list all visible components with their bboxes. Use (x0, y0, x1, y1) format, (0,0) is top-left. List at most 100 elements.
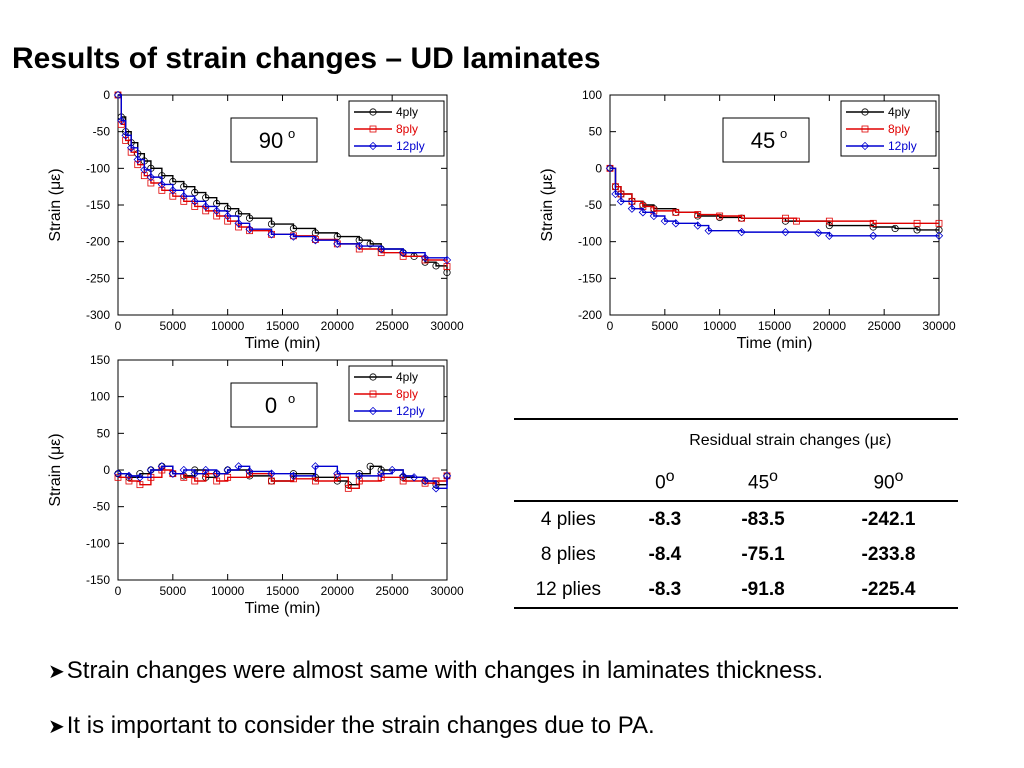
x-tick-label: 5000 (159, 319, 186, 333)
x-tick-label: 0 (115, 584, 122, 598)
x-tick-label: 10000 (211, 319, 245, 333)
x-axis-label: Time (min) (245, 600, 321, 617)
table-cell: -225.4 (818, 572, 958, 609)
x-tick-label: 30000 (922, 319, 956, 333)
data-point (121, 131, 130, 140)
series-line-12ply (610, 167, 939, 237)
chart-0-degree: 0 5000 10000 15000 20000 25000 30000150100500-… (47, 353, 464, 617)
series-line-12ply (118, 465, 448, 490)
table-caption: Residual strain changes (με) (622, 418, 958, 462)
data-point (737, 227, 746, 237)
data-point (672, 208, 680, 216)
x-tick-label: 15000 (266, 319, 300, 333)
data-point (146, 465, 156, 475)
legend-label: 4ply (888, 105, 910, 119)
data-point (627, 204, 637, 213)
chart-90-degree: 0 5000 10000 15000 20000 25000 30000 0 -50 -100 -1… (47, 88, 464, 352)
data-point (860, 141, 870, 151)
angle-tag-box (230, 382, 318, 428)
data-point (223, 465, 232, 475)
x-tick-label: 5000 (159, 584, 186, 598)
table-corner (514, 418, 623, 462)
data-point (134, 161, 142, 169)
data-point (935, 226, 943, 234)
data-point (369, 108, 377, 116)
data-point (694, 211, 702, 218)
data-point (311, 236, 320, 245)
data-point (191, 477, 199, 485)
data-point (793, 217, 800, 225)
data-point (135, 473, 145, 482)
y-tick-label: 100 (90, 390, 110, 404)
x-tick-label: 20000 (813, 319, 847, 333)
data-point (388, 465, 397, 475)
data-point (704, 226, 713, 235)
data-point (825, 221, 833, 230)
data-point (289, 471, 298, 481)
data-point (267, 230, 276, 239)
x-tick-label: 15000 (266, 584, 300, 598)
angle-tag-degree: o (780, 126, 787, 141)
data-point (369, 125, 377, 133)
data-point (355, 471, 364, 481)
data-point (126, 143, 136, 152)
data-point (869, 231, 878, 240)
data-point (140, 172, 148, 180)
data-point (913, 219, 921, 227)
data-point (113, 90, 123, 100)
x-axis-label: Time (min) (737, 335, 813, 352)
data-point (861, 108, 869, 116)
y-tick-label: 0 (103, 463, 110, 477)
data-point (369, 390, 377, 398)
data-point (245, 225, 254, 234)
data-point (671, 219, 680, 228)
x-tick-label: 25000 (375, 319, 409, 333)
data-point (333, 239, 342, 249)
data-point (432, 262, 440, 270)
x-tick-label: 0 (607, 319, 614, 333)
table-cell: -8.4 (648, 543, 682, 565)
data-point (369, 373, 377, 381)
row-label: 12 plies (514, 572, 623, 609)
x-tick-label: 30000 (430, 319, 464, 333)
y-axis-label: Strain (με) (47, 433, 64, 506)
angle-tag-label: 90 (259, 128, 283, 153)
table-corner-2 (514, 462, 623, 502)
data-point (168, 186, 177, 195)
data-point (125, 477, 133, 485)
legend: 4ply 8ply 12ply (840, 100, 937, 157)
x-axis-label: Time (min) (245, 335, 321, 352)
data-point (616, 197, 626, 206)
data-point (245, 467, 254, 476)
data-point (935, 219, 943, 227)
data-point (180, 197, 188, 205)
legend-label: 4ply (396, 370, 418, 384)
angle-tag: 45 o (722, 117, 810, 163)
y-axis-label: Strain (με) (539, 168, 556, 241)
data-point (660, 216, 669, 226)
data-point (267, 469, 276, 478)
column-header: 45o (707, 462, 819, 502)
bullet-text: It is important to consider the strain c… (66, 712, 655, 739)
legend: 4ply 8ply 12ply (348, 100, 445, 157)
data-point (934, 231, 944, 240)
y-tick-label: -200 (578, 308, 602, 322)
data-point (605, 164, 615, 173)
residual-strain-table: Residual strain changes (με) 0o 45o 90o … (514, 418, 958, 609)
data-point (311, 462, 320, 471)
data-point (311, 477, 319, 485)
series-line-12ply (118, 94, 448, 260)
y-tick-label: -50 (585, 198, 603, 212)
data-point (124, 471, 134, 481)
data-point (113, 469, 123, 478)
table-cell: -233.8 (861, 543, 916, 565)
y-tick-label: -150 (86, 573, 110, 587)
angle-tag-degree: o (288, 391, 295, 406)
data-point (366, 240, 374, 248)
data-point (825, 217, 833, 225)
legend-label: 8ply (888, 122, 910, 136)
y-tick-label: -300 (86, 308, 110, 322)
data-point (716, 212, 724, 220)
series-line-4ply (118, 465, 448, 486)
